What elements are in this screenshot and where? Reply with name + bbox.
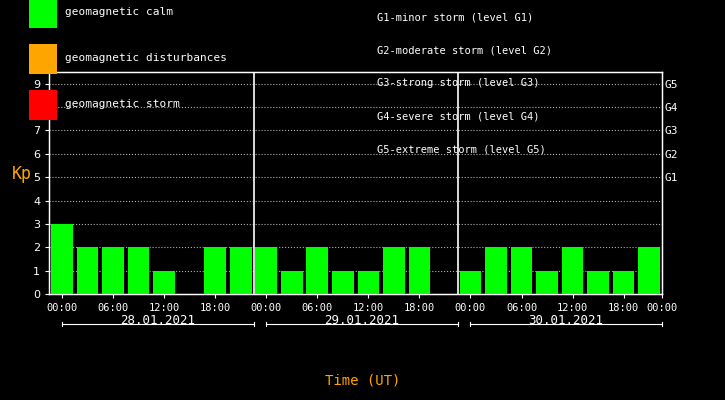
Text: Time (UT): Time (UT) [325,374,400,388]
Text: G2-moderate storm (level G2): G2-moderate storm (level G2) [377,45,552,55]
Bar [332,271,354,294]
Text: G4-severe storm (level G4): G4-severe storm (level G4) [377,112,539,122]
Bar [460,271,481,294]
Text: 30.01.2021: 30.01.2021 [529,314,604,327]
Bar [383,247,405,294]
Text: 29.01.2021: 29.01.2021 [325,314,399,327]
Bar [204,247,226,294]
Bar [128,247,149,294]
Bar [536,271,558,294]
Bar [357,271,379,294]
Text: G5-extreme storm (level G5): G5-extreme storm (level G5) [377,145,546,155]
Y-axis label: Kp: Kp [12,165,32,183]
Text: G3-strong storm (level G3): G3-strong storm (level G3) [377,78,539,88]
Bar [51,224,73,294]
Text: geomagnetic disturbances: geomagnetic disturbances [65,53,227,63]
Bar [281,271,302,294]
Bar [255,247,277,294]
Bar [77,247,99,294]
Text: 28.01.2021: 28.01.2021 [120,314,195,327]
Text: geomagnetic calm: geomagnetic calm [65,7,173,17]
Bar [587,271,609,294]
Text: G1-minor storm (level G1): G1-minor storm (level G1) [377,12,534,22]
Text: geomagnetic storm: geomagnetic storm [65,99,180,109]
Bar [153,271,175,294]
Bar [485,247,507,294]
Bar [102,247,124,294]
Bar [409,247,430,294]
Bar [230,247,252,294]
Bar [307,247,328,294]
Bar [613,271,634,294]
Bar [638,247,660,294]
Bar [510,247,532,294]
Bar [562,247,584,294]
